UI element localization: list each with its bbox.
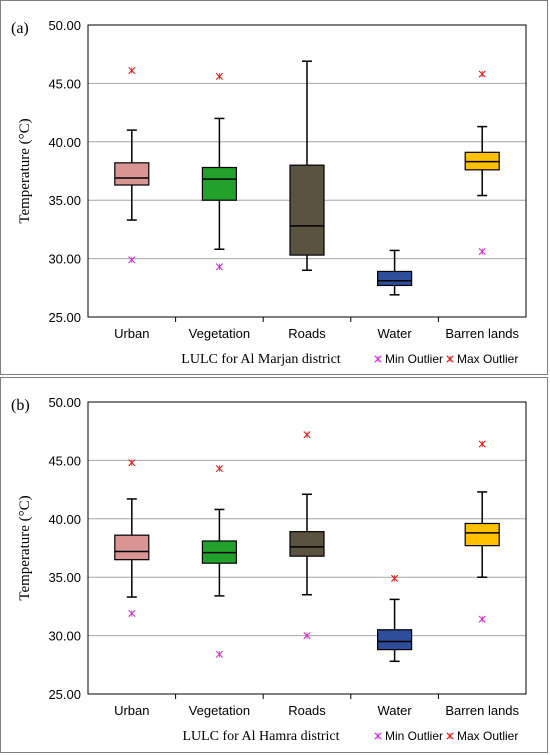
box-iqr	[464, 522, 500, 547]
x-category-label: Vegetation	[189, 703, 250, 718]
legend-max-outlier-marker	[446, 732, 454, 740]
box-roads	[289, 431, 325, 640]
plot-area-border	[87, 401, 527, 695]
max-outlier-marker	[128, 66, 136, 75]
box-vegetation	[201, 464, 237, 658]
y-tick-label: 40.00	[48, 135, 81, 150]
box-iqr	[377, 629, 413, 651]
y-tick-label: 40.00	[48, 512, 81, 527]
min-outlier-marker	[128, 609, 136, 617]
min-outlier-marker	[215, 263, 223, 271]
box-water	[377, 249, 413, 296]
chart-panel-a: (a) 25.00 30.00 35.00 40.00 45.00 50.00 Tempera…	[0, 0, 548, 375]
box-vegetation	[201, 72, 237, 271]
y-tick-label: 25.00	[48, 687, 81, 702]
y-tick-label: 50.00	[48, 18, 81, 33]
min-outlier-marker	[128, 256, 136, 264]
max-outlier-marker	[478, 70, 486, 78]
legend-min-outlier-marker	[374, 355, 382, 363]
x-category-label: Barren lands	[445, 703, 519, 718]
y-tick-label: 25.00	[48, 310, 81, 325]
box-iqr	[114, 162, 150, 186]
box-iqr	[201, 166, 237, 201]
box-plot-al-marjan: (a) 25.00 30.00 35.00 40.00 45.00 50.00 Tempera…	[11, 18, 527, 367]
y-tick-label: 45.00	[48, 453, 81, 468]
box-roads	[289, 60, 325, 272]
max-outlier-marker	[303, 431, 311, 439]
plot-area-border	[87, 24, 527, 318]
panel-label: (b)	[11, 397, 30, 414]
x-category-label: Roads	[288, 326, 326, 341]
box-iqr	[289, 164, 325, 256]
x-category-label: Water	[377, 326, 412, 341]
box-water	[377, 574, 413, 663]
max-outlier-marker	[215, 72, 223, 80]
max-outlier-marker	[478, 440, 486, 448]
legend-max-outlier-marker	[446, 355, 454, 363]
y-tick-label: 35.00	[48, 193, 81, 208]
legend-max-outlier-label: Max Outlier	[457, 352, 518, 366]
max-outlier-marker	[128, 459, 136, 467]
x-axis-label: LULC for Al Marjan district	[181, 352, 341, 367]
x-category-label: Urban	[114, 703, 149, 718]
x-category-label: Vegetation	[189, 326, 250, 341]
box-plot-al-hamra: (b) 25.00 30.00 35.00 40.00 45.00 50.00 Tempera…	[11, 395, 527, 744]
x-category-label: Water	[377, 703, 412, 718]
min-outlier-marker	[478, 248, 486, 256]
max-outlier-marker	[215, 464, 223, 473]
legend: Min Outlier Max Outlier	[374, 729, 518, 743]
chart-panel-b: (b) 25.00 30.00 35.00 40.00 45.00 50.00 Tempera…	[0, 377, 548, 753]
y-tick-label: 30.00	[48, 252, 81, 267]
legend-min-outlier-label: Min Outlier	[385, 729, 443, 743]
y-axis-label: Temperature (°C)	[17, 118, 33, 223]
legend-max-outlier-label: Max Outlier	[457, 729, 518, 743]
x-category-label: Barren lands	[445, 326, 519, 341]
box-urban	[114, 66, 150, 264]
y-axis-label: Temperature (°C)	[17, 495, 33, 600]
box-iqr	[289, 531, 325, 557]
panel-label: (a)	[11, 20, 29, 37]
box-iqr	[377, 270, 413, 287]
x-axis-label: LULC for Al Hamra district	[182, 729, 339, 744]
x-category-label: Roads	[288, 703, 326, 718]
min-outlier-marker	[215, 650, 223, 658]
max-outlier-marker	[391, 574, 399, 582]
box-urban	[114, 459, 150, 617]
box-barren-lands	[464, 70, 500, 256]
legend: Min Outlier Max Outlier	[374, 352, 518, 366]
min-outlier-marker	[478, 615, 486, 623]
legend-min-outlier-marker	[374, 732, 382, 740]
y-tick-label: 50.00	[48, 395, 81, 410]
min-outlier-marker	[303, 632, 311, 640]
y-tick-label: 30.00	[48, 629, 81, 644]
y-tick-label: 35.00	[48, 570, 81, 585]
x-category-label: Urban	[114, 326, 149, 341]
legend-min-outlier-label: Min Outlier	[385, 352, 443, 366]
box-iqr	[114, 534, 150, 561]
box-barren-lands	[464, 440, 500, 623]
y-tick-label: 45.00	[48, 76, 81, 91]
